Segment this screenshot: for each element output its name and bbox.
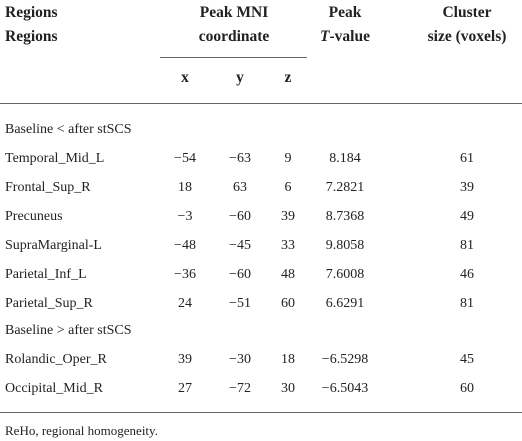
cell-x: 27 [178, 381, 192, 396]
cell-cluster-size: 46 [460, 267, 474, 282]
cell-region: Occipital_Mid_R [5, 381, 103, 396]
cell-region: Rolandic_Oper_R [5, 352, 107, 367]
header-t-rest: -value [329, 28, 370, 45]
cell-z: 6 [284, 180, 292, 195]
cell-z: 39 [281, 209, 295, 224]
cell-y: 63 [233, 180, 247, 195]
cell-x: 18 [178, 180, 192, 195]
cell-region: Temporal_Mid_L [5, 151, 105, 166]
cell-region: Precuneus [5, 209, 63, 224]
cell-x: −48 [174, 238, 196, 253]
cell-cluster-size: 39 [460, 180, 474, 195]
section-title: Baseline > after stSCS [5, 323, 132, 338]
header-rule [160, 57, 307, 58]
header-x: x [181, 69, 189, 86]
cell-t-value: −6.5043 [321, 381, 369, 396]
header-regions: Regions [5, 4, 58, 21]
cell-cluster-size: 60 [460, 381, 474, 396]
cell-y: −45 [229, 238, 251, 253]
cell-z: 33 [281, 238, 295, 253]
cell-t-value: 7.6008 [325, 267, 365, 282]
section-title: Baseline < after stSCS [5, 122, 132, 137]
cell-z: 9 [284, 151, 292, 166]
cell-cluster-size: 81 [460, 296, 474, 311]
cell-t-value: 7.2821 [325, 180, 365, 195]
header-peak-mni: coordinate [198, 28, 270, 45]
cell-z: 48 [281, 267, 295, 282]
cell-y: −72 [229, 381, 251, 396]
cell-t-value: −6.5298 [321, 352, 369, 367]
header-peak-t: T-value [320, 28, 370, 46]
header-peak-t: Peak [328, 4, 362, 21]
cell-x: −54 [174, 151, 196, 166]
cell-y: −60 [229, 267, 251, 282]
cell-z: 18 [281, 352, 295, 367]
cell-z: 30 [281, 381, 295, 396]
cell-y: −63 [229, 151, 251, 166]
cell-x: −3 [177, 209, 193, 224]
cell-x: 24 [178, 296, 192, 311]
cell-t-value: 9.8058 [325, 238, 365, 253]
header-cluster: Cluster [442, 4, 492, 21]
cell-region: Parietal_Sup_R [5, 296, 93, 311]
cell-t-value: 6.6291 [325, 296, 365, 311]
cell-y: −30 [229, 352, 251, 367]
header-bottom-rule [0, 103, 522, 104]
cell-y: −60 [229, 209, 251, 224]
cell-x: 39 [178, 352, 192, 367]
table-bottom-rule [0, 412, 522, 413]
footnote: ReHo, regional homogeneity. [5, 423, 158, 438]
cell-y: −51 [229, 296, 251, 311]
cell-z: 60 [281, 296, 295, 311]
header-cluster: size (voxels) [427, 28, 507, 45]
header-z: z [284, 69, 292, 86]
header-y: y [236, 69, 244, 86]
cell-t-value: 8.7368 [325, 209, 365, 224]
cell-region: SupraMarginal-L [5, 238, 102, 253]
cell-region: Parietal_Inf_L [5, 267, 87, 282]
header-t: T [320, 28, 330, 45]
cell-cluster-size: 81 [460, 238, 474, 253]
cell-x: −36 [174, 267, 196, 282]
header-peak-mni: Peak MNI [199, 4, 269, 21]
header-regions: Regions [5, 28, 58, 45]
cell-t-value: 8.184 [329, 151, 361, 166]
cell-region: Frontal_Sup_R [5, 180, 91, 195]
cell-cluster-size: 49 [460, 209, 474, 224]
cell-cluster-size: 61 [460, 151, 474, 166]
cell-cluster-size: 45 [460, 352, 474, 367]
